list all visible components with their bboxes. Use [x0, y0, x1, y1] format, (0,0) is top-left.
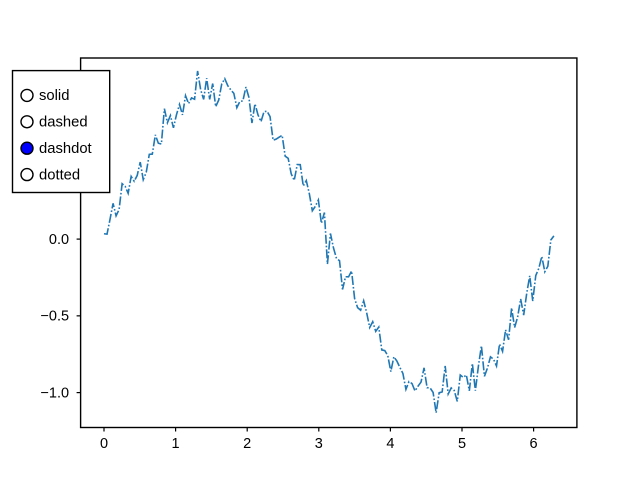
svg-text:solid: solid — [39, 88, 69, 104]
svg-text:−1.0: −1.0 — [40, 385, 69, 401]
svg-text:3: 3 — [315, 436, 323, 452]
svg-text:dashdot: dashdot — [39, 141, 92, 157]
svg-text:0: 0 — [100, 436, 108, 452]
svg-text:4: 4 — [386, 436, 394, 452]
svg-text:1: 1 — [172, 436, 180, 452]
svg-text:−0.5: −0.5 — [40, 309, 69, 325]
svg-text:2: 2 — [243, 436, 251, 452]
svg-text:0.0: 0.0 — [49, 232, 69, 248]
svg-text:dashed: dashed — [39, 115, 88, 131]
svg-text:6: 6 — [530, 436, 538, 452]
svg-text:5: 5 — [458, 436, 466, 452]
svg-text:dotted: dotted — [39, 167, 80, 183]
